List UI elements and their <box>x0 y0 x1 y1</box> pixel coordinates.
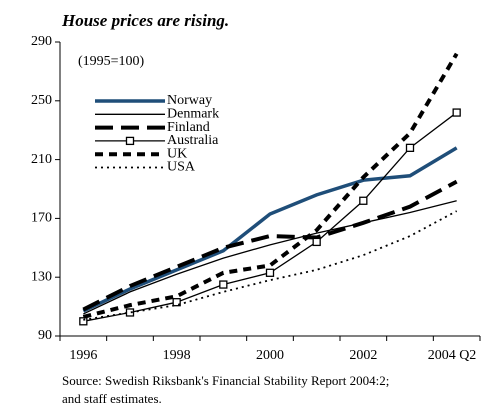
series-line <box>83 200 457 315</box>
legend-label: UK <box>167 146 187 161</box>
point-marker <box>405 143 415 152</box>
point-marker <box>172 298 181 307</box>
point-marker <box>452 108 461 117</box>
y-tick-label: 170 <box>31 211 52 226</box>
legend-label: Australia <box>167 133 219 148</box>
y-tick-label: 290 <box>31 34 52 49</box>
annotation: (1995=100) <box>78 54 145 69</box>
series-line <box>82 179 458 312</box>
y-tick-label: 130 <box>31 269 52 284</box>
series-line <box>82 146 458 313</box>
x-tick-label: 1998 <box>163 348 191 363</box>
legend-label: USA <box>167 160 196 175</box>
point-marker <box>359 196 368 205</box>
x-tick-label: 1996 <box>69 348 97 363</box>
y-tick-label: 250 <box>31 93 52 108</box>
point-marker <box>79 317 88 326</box>
legend-label: Norway <box>167 93 212 108</box>
x-tick-label: 2000 <box>256 348 284 363</box>
legend-marker <box>125 136 135 146</box>
series-line <box>83 112 458 322</box>
chart-title: House prices are rising. <box>61 11 229 30</box>
x-tick-label: 2002 <box>349 348 377 363</box>
point-marker <box>265 268 275 277</box>
y-tick-label: 90 <box>38 328 52 343</box>
point-marker <box>219 280 228 289</box>
legend-label: Denmark <box>167 107 219 122</box>
y-tick-label: 210 <box>31 152 52 167</box>
x-tick-label: 2004 Q2 <box>428 348 477 363</box>
source-note: and staff estimates. <box>62 391 162 406</box>
legend-label: Finland <box>167 120 210 135</box>
source-note: Source: Swedish Riksbank's Financial Sta… <box>62 373 389 388</box>
point-marker <box>312 237 321 247</box>
series-line <box>82 52 459 319</box>
